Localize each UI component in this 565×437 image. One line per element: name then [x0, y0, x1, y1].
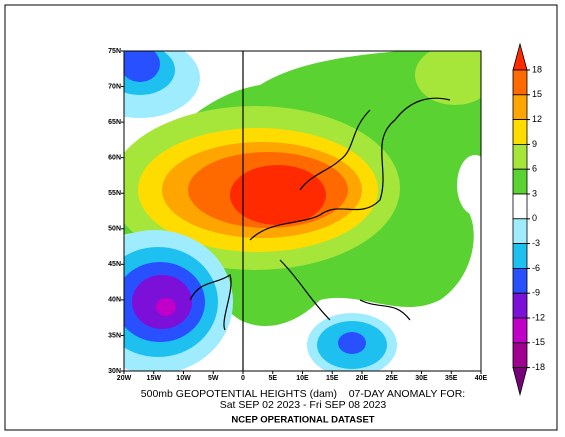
- colorbar-bin: [512, 119, 528, 145]
- lon-label: 15W: [147, 375, 162, 382]
- title: 500mb GEOPOTENTIAL HEIGHTS (dam) 07-DAY …: [141, 388, 465, 400]
- lat-label: 30N: [108, 368, 121, 375]
- colorbar-bin: [512, 317, 528, 344]
- colorbar-label: 9: [532, 139, 537, 149]
- colorbar-bin: [512, 243, 528, 269]
- colorbar-cap: [512, 367, 528, 397]
- colorbar-label: -6: [532, 263, 540, 273]
- colorbar-label: -18: [532, 362, 545, 372]
- colorbar-label: -15: [532, 337, 545, 347]
- colorbar-label: 18: [532, 64, 542, 74]
- lat-label: 40N: [108, 297, 121, 304]
- colorbar-bin: [512, 267, 528, 294]
- date-range: Sat SEP 02 2023 - Fri SEP 08 2023: [220, 399, 387, 411]
- colorbar-label: -12: [532, 312, 545, 322]
- lon-label: 10E: [296, 375, 309, 382]
- colorbar-label: -9: [532, 288, 540, 298]
- lon-label: 20W: [117, 375, 132, 382]
- lon-label: 5W: [208, 375, 219, 382]
- anomaly-field: [124, 51, 481, 371]
- lon-label: 40E: [475, 375, 488, 382]
- lat-label: 70N: [108, 83, 121, 90]
- colorbar-label: -3: [532, 238, 540, 248]
- lon-label: 5E: [268, 375, 277, 382]
- lon-label: 35E: [445, 375, 458, 382]
- lon-label: 0: [241, 375, 245, 382]
- colorbar-bin: [512, 168, 528, 195]
- lon-label: 20E: [356, 375, 369, 382]
- lat-label: 35N: [108, 332, 121, 339]
- colorbar-label: 3: [532, 188, 537, 198]
- colorbar-label: 15: [532, 89, 542, 99]
- lat-label: 55N: [108, 190, 121, 197]
- lat-label: 45N: [108, 261, 121, 268]
- colorbar-label: 6: [532, 164, 537, 174]
- lon-label: 10W: [176, 375, 191, 382]
- colorbar-bin: [512, 69, 528, 96]
- colorbar-label: 0: [532, 213, 537, 223]
- lat-label: 60N: [108, 155, 121, 162]
- colorbar-label: 12: [532, 114, 542, 124]
- lat-label: 65N: [108, 119, 121, 126]
- lat-label: 50N: [108, 226, 121, 233]
- colorbar-bin: [512, 94, 528, 121]
- colorbar-bin: [512, 342, 528, 368]
- colorbar-bin: [512, 193, 528, 220]
- dataset: NCEP OPERATIONAL DATASET: [231, 415, 374, 426]
- colorbar-bin: [512, 292, 528, 319]
- colorbar-bin: [512, 218, 528, 245]
- lon-label: 25E: [386, 375, 399, 382]
- lat-label: 75N: [108, 48, 121, 55]
- colorbar-bin: [512, 143, 528, 170]
- lon-label: 30E: [415, 375, 428, 382]
- lon-label: 15E: [326, 375, 339, 382]
